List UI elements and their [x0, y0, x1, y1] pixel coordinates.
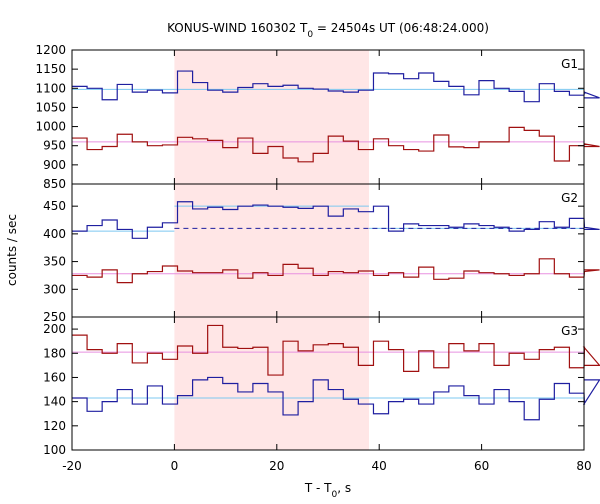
y-tick-label: 300 [43, 282, 66, 296]
histogram-layer [72, 70, 600, 421]
frame-layer [71, 49, 585, 451]
y-tick-label: 1200 [35, 43, 66, 57]
y-tick-label: 1000 [35, 120, 66, 134]
histogram-g3-blue_hist [72, 376, 600, 421]
y-tick-label: 400 [43, 227, 66, 241]
highlight-layer [174, 50, 369, 450]
y-tick-label: 1100 [35, 81, 66, 95]
y-tick-label: 200 [43, 322, 66, 336]
histogram-g1-red_hist [72, 126, 600, 163]
panel-label-g3: G3 [561, 324, 578, 338]
histogram-g2-red_hist [72, 258, 600, 284]
y-tick-label: 140 [43, 395, 66, 409]
histogram-g2-blue_hist [72, 201, 600, 239]
x-tick-label: 60 [474, 459, 489, 473]
x-tick-label: -20 [62, 459, 82, 473]
label-layer: 85090095010001050110011501200G1250300350… [35, 43, 591, 473]
y-tick-label: 1050 [35, 100, 66, 114]
x-tick-label: 40 [372, 459, 387, 473]
y-axis-label: counts / sec [5, 214, 19, 286]
y-tick-label: 350 [43, 255, 66, 269]
x-axis-label: T - T0, s [304, 481, 351, 500]
panel-frame-g3 [71, 316, 585, 451]
y-tick-label: 120 [43, 419, 66, 433]
chart-title: KONUS-WIND 160302 T0 = 24504s UT (06:48:… [167, 21, 489, 40]
y-tick-label: 100 [43, 443, 66, 457]
y-tick-label: 250 [43, 310, 66, 324]
y-tick-label: 1150 [35, 62, 66, 76]
panel-label-g2: G2 [561, 191, 578, 205]
y-tick-label: 180 [43, 346, 66, 360]
y-tick-label: 900 [43, 158, 66, 172]
histogram-g1-blue_hist [72, 70, 600, 103]
tick-layer [71, 49, 585, 451]
highlight-interval [174, 50, 369, 450]
x-tick-label: 0 [171, 459, 179, 473]
y-tick-label: 950 [43, 139, 66, 153]
x-tick-label: 80 [576, 459, 591, 473]
panel-label-g1: G1 [561, 57, 578, 71]
y-tick-label: 850 [43, 177, 66, 191]
y-tick-label: 160 [43, 370, 66, 384]
x-tick-label: 20 [269, 459, 284, 473]
histogram-g3-red_hist [72, 324, 600, 376]
y-tick-label: 450 [43, 199, 66, 213]
